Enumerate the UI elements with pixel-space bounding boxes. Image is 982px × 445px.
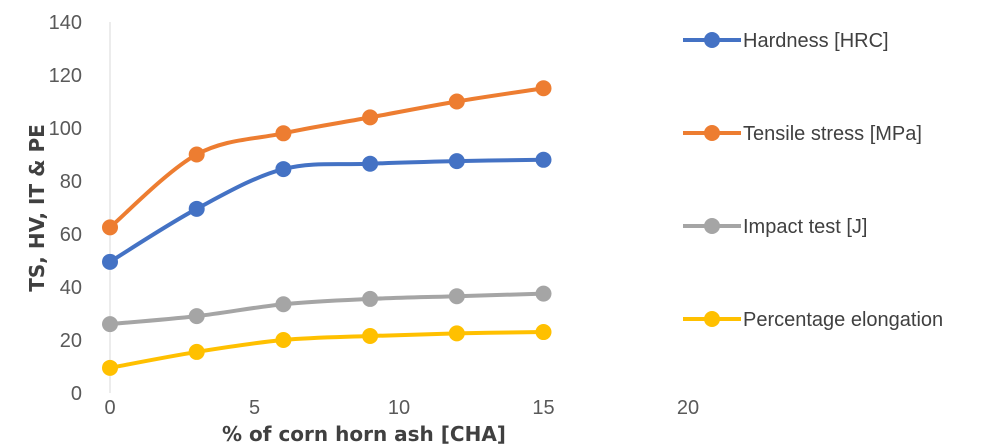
data-point: [102, 253, 118, 270]
data-point: [535, 80, 552, 97]
legend-item-hardness-hrc: Hardness [HRC]: [683, 30, 889, 52]
legend-label: Percentage elongation: [743, 309, 943, 331]
series-line: [108, 86, 546, 230]
data-point: [448, 325, 465, 342]
data-point: [188, 343, 205, 360]
data-point: [275, 125, 292, 142]
data-point: [275, 332, 292, 348]
legend-item-percentage-elongation: Percentage elongation: [683, 309, 943, 331]
data-point: [448, 93, 465, 110]
data-point: [102, 359, 118, 376]
series-hardness-hrc: [102, 151, 552, 270]
x-tick-label: 10: [388, 397, 410, 419]
x-tick-label: 5: [249, 397, 260, 419]
legend-item-tensile-stress-mpa: Tensile stress [MPa]: [683, 123, 922, 145]
legend: Hardness [HRC] Tensile stress [MPa] Impact…: [683, 30, 943, 331]
legend-marker: [704, 32, 720, 48]
y-axis-title: TS, HV, IT & PE: [25, 124, 49, 292]
data-point: [448, 288, 465, 305]
series-impact-test-j: [102, 285, 552, 333]
data-point: [362, 290, 379, 307]
legend-label: Hardness [HRC]: [743, 30, 889, 52]
legend-marker: [704, 218, 720, 234]
series-line: [108, 330, 546, 370]
y-tick-label: 40: [60, 277, 82, 299]
series-layer: [102, 80, 552, 376]
legend-marker: [704, 125, 720, 141]
data-point: [188, 200, 205, 217]
y-tick-label: 60: [60, 224, 82, 246]
x-tick-label: 20: [677, 397, 699, 419]
legend-marker: [704, 311, 720, 327]
data-point: [275, 296, 292, 313]
y-tick-label: 100: [49, 118, 82, 140]
y-tick-label: 20: [60, 330, 82, 352]
data-point: [188, 308, 205, 325]
y-tick-label: 140: [49, 12, 82, 34]
data-point: [102, 219, 118, 236]
y-tick-labels: 0 20 40 60 80 100 120 140: [49, 12, 82, 405]
x-tick-labels: 0 5 10 15 20: [104, 397, 699, 419]
x-tick-label: 0: [104, 397, 115, 419]
legend-label: Tensile stress [MPa]: [743, 123, 922, 145]
data-point: [362, 328, 379, 345]
data-point: [188, 146, 205, 163]
series-percentage-elongation: [102, 324, 552, 376]
x-axis-title: % of corn horn ash [CHA]: [222, 422, 506, 445]
legend-item-impact-test-j: Impact test [J]: [683, 216, 867, 238]
x-tick-label: 15: [532, 397, 554, 419]
y-tick-label: 0: [71, 383, 82, 405]
y-tick-label: 80: [60, 171, 82, 193]
data-point: [102, 316, 118, 333]
legend-label: Impact test [J]: [743, 216, 867, 238]
series-line: [108, 291, 546, 327]
data-point: [535, 285, 552, 302]
y-tick-label: 120: [49, 65, 82, 87]
data-point: [535, 324, 552, 341]
data-point: [535, 151, 552, 168]
data-point: [275, 161, 292, 178]
data-point: [362, 155, 379, 172]
series-tensile-stress-mpa: [102, 80, 552, 236]
data-point: [362, 109, 379, 126]
data-point: [448, 153, 465, 170]
series-line: [108, 157, 546, 264]
